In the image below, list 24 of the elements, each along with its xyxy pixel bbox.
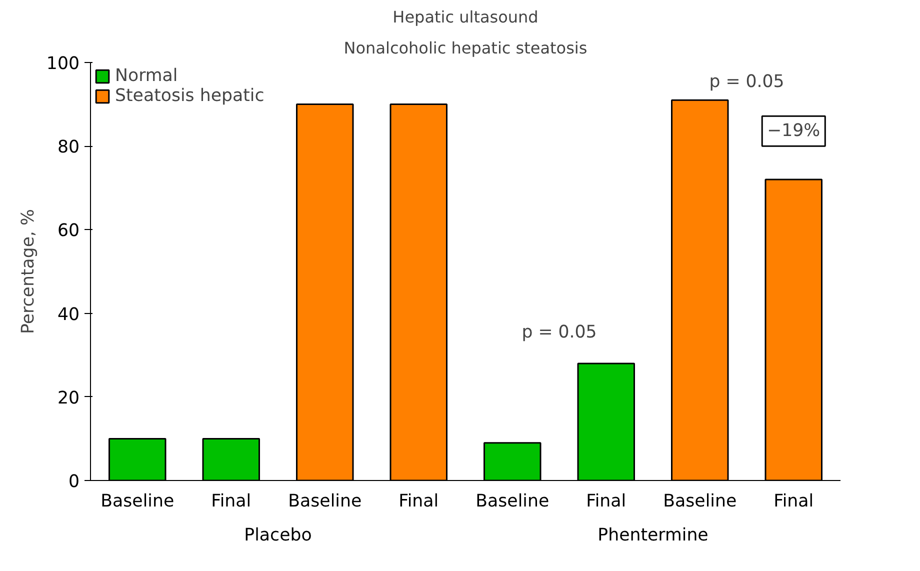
y-tick-label: 0: [68, 472, 80, 492]
text: Placebo: [244, 526, 312, 546]
x-tick-label: Final: [774, 492, 814, 512]
x-tick-label: Baseline: [100, 492, 174, 512]
y-tick-label: 20: [57, 388, 80, 408]
y-tick-label: 100: [46, 54, 80, 74]
legend-label: Steatosis hepatic: [115, 86, 264, 106]
y-tick-label: 80: [57, 138, 80, 158]
y-tick-label: 60: [57, 221, 80, 242]
x-tick-label: Final: [211, 492, 252, 512]
x-tick-label: Baseline: [476, 492, 550, 512]
text: Phentermine: [598, 526, 708, 546]
y-axis-title: Percentage, %: [18, 209, 38, 334]
chart-title: Hepatic ultasound: [392, 8, 538, 26]
x-tick-label: Baseline: [663, 492, 737, 512]
x-tick-label: Final: [398, 492, 439, 512]
annotation: −19%: [767, 121, 820, 142]
annotation: p = 0.05: [522, 322, 597, 343]
x-tick-label: Final: [586, 492, 626, 512]
x-tick-label: Baseline: [288, 492, 362, 512]
annotation: p = 0.05: [709, 72, 784, 92]
chart-subtitle: Nonalcoholic hepatic steatosis: [344, 38, 588, 58]
legend-label: Normal: [115, 66, 178, 86]
y-tick-label: 40: [57, 304, 80, 325]
